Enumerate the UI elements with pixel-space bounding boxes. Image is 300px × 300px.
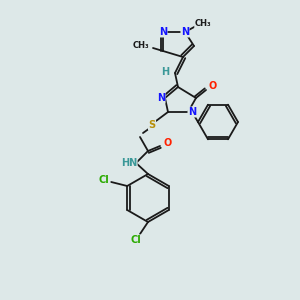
- Text: N: N: [188, 107, 196, 117]
- Text: O: O: [209, 81, 217, 91]
- Text: CH₃: CH₃: [195, 20, 211, 28]
- Text: O: O: [164, 138, 172, 148]
- Text: CH₃: CH₃: [133, 41, 149, 50]
- Text: Cl: Cl: [130, 235, 141, 245]
- Text: HN: HN: [121, 158, 137, 168]
- Text: N: N: [157, 93, 165, 103]
- Text: H: H: [161, 67, 169, 77]
- Text: N: N: [181, 27, 189, 37]
- Text: N: N: [159, 27, 167, 37]
- Text: Cl: Cl: [99, 175, 110, 185]
- Text: S: S: [148, 120, 156, 130]
